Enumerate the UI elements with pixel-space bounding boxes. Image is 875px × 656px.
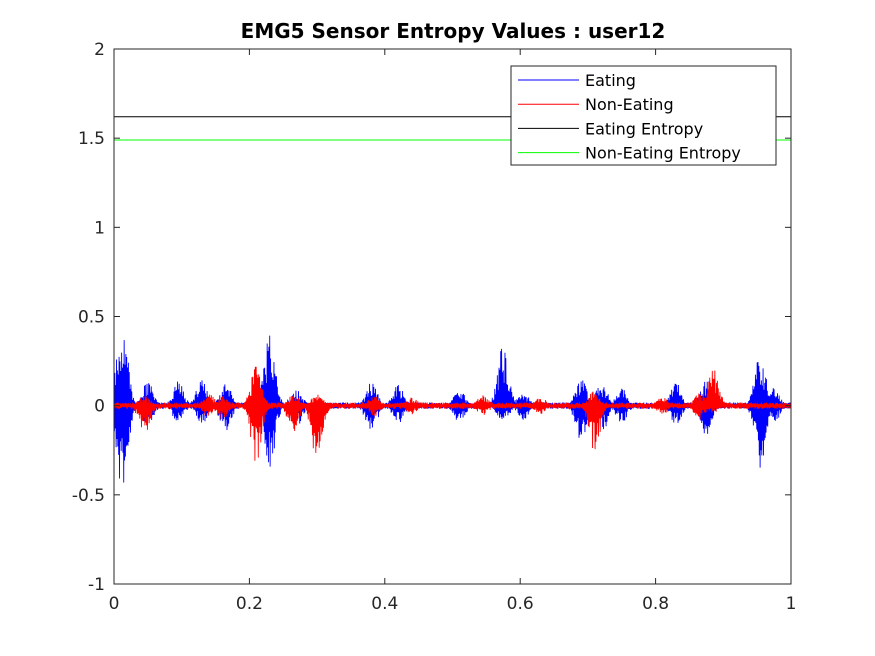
legend-box [510,65,777,166]
x-tick-label: 0 [109,594,120,614]
x-tick-label: 0.2 [236,594,263,614]
y-tick-label: 0.5 [78,308,105,328]
series-line-eating [113,335,792,483]
y-tick-label: -0.5 [72,486,105,506]
y-tick-label: 1 [94,218,105,238]
x-tick-label: 0.6 [507,594,534,614]
y-tick-label: 2 [94,40,105,60]
y-tick-label: 0 [94,397,105,417]
x-tick-label: 1 [786,594,797,614]
y-tick-label: -1 [88,575,105,595]
legend-label-non-eating: Non-Eating [585,95,674,114]
legend-label-non-eating-entropy: Non-Eating Entropy [585,144,741,163]
tick-layer: 0 0.2 0.4 0.6 0.8 1 -1 -0.5 0 0.5 1 1.5 2 [72,40,797,614]
series-line-non-eating [113,366,792,461]
x-tick-label: 0.4 [371,594,398,614]
legend-label-eating: Eating [585,71,636,90]
legend: Eating Non-Eating Eating Entropy Non-Eating… [510,65,777,166]
legend-label-eating-entropy: Eating Entropy [585,119,703,138]
x-tick-label: 0.8 [642,594,669,614]
y-tick-label: 1.5 [78,129,105,149]
chart-title: EMG5 Sensor Entropy Values : user12 [241,19,666,43]
